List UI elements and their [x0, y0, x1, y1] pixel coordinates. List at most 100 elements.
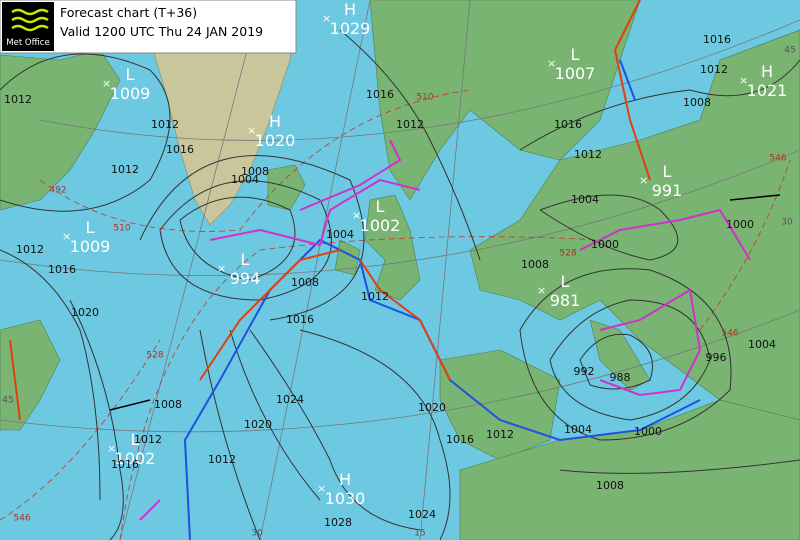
center-value: 1009: [70, 237, 111, 256]
thickness-label: 528: [146, 351, 163, 361]
isobar-label: 1000: [634, 425, 662, 438]
center-type: L: [86, 218, 95, 237]
center-cross: ×: [107, 442, 116, 455]
isobar-label: 1004: [326, 228, 354, 241]
center-type: L: [561, 272, 570, 291]
isobar-label: 1020: [244, 418, 272, 431]
isobar-label: 1004: [231, 173, 259, 186]
isobar-label: 1016: [166, 143, 194, 156]
thickness-label: 528: [559, 249, 576, 259]
isobar-label: 1012: [486, 428, 514, 441]
isobar-label: 1012: [361, 290, 389, 303]
center-cross: ×: [537, 284, 546, 297]
isobar-label: 1012: [396, 118, 424, 131]
center-cross: ×: [217, 262, 226, 275]
isobar-label: 1016: [554, 118, 582, 131]
isobar-label: 1016: [111, 458, 139, 471]
isobar-label: 1008: [291, 276, 319, 289]
thickness-label: 510: [416, 93, 433, 103]
center-type: L: [241, 250, 250, 269]
center-cross: ×: [352, 209, 361, 222]
center-type: L: [571, 45, 580, 64]
isobar-label: 1008: [521, 258, 549, 271]
thickness-label: 510: [113, 224, 130, 234]
center-type: L: [131, 430, 140, 449]
center-cross: ×: [247, 124, 256, 137]
center-cross: ×: [547, 57, 556, 70]
isobar-label: 1024: [276, 393, 304, 406]
fronts: [9, 0, 781, 540]
center-cross: ×: [639, 174, 648, 187]
center-cross: ×: [317, 482, 326, 495]
isobar-label: 1008: [683, 96, 711, 109]
center-type: H: [339, 470, 351, 489]
isobar-label: 1020: [71, 306, 99, 319]
header: Met Office Forecast chart (T+36) Valid 1…: [0, 0, 297, 54]
isobar-label: 996: [706, 351, 727, 364]
chart-title: Forecast chart (T+36): [60, 5, 197, 20]
isobar-label: 1024: [408, 508, 436, 521]
thickness-lines: [0, 89, 791, 540]
isobar-label: 1000: [726, 218, 754, 231]
isobar-label: 1004: [748, 338, 776, 351]
center-value: 1007: [555, 64, 596, 83]
center-value: 1021: [747, 81, 788, 100]
center-type: H: [761, 62, 773, 81]
grid-label: 30: [251, 529, 263, 539]
isobar-label: 1004: [571, 193, 599, 206]
isobar-label: 1016: [48, 263, 76, 276]
center-cross: ×: [62, 230, 71, 243]
isobar-label: 1016: [446, 433, 474, 446]
center-cross: ×: [322, 12, 331, 25]
isobar-label: 1016: [366, 88, 394, 101]
isobar-label: 1012: [4, 93, 32, 106]
isobar-label: 1012: [134, 433, 162, 446]
center-value: 1029: [330, 19, 371, 38]
center-value: 1002: [115, 449, 156, 468]
isobar-label: 1008: [154, 398, 182, 411]
center-type: H: [344, 0, 356, 19]
isobar-label: 1000: [591, 238, 619, 251]
center-value: 991: [652, 181, 683, 200]
isobar-label: 992: [574, 365, 595, 378]
center-type: H: [269, 112, 281, 131]
isobars: [0, 29, 800, 540]
isobar-label: 1004: [564, 423, 592, 436]
isobar-label: 988: [610, 371, 631, 384]
isobar-label: 1008: [241, 165, 269, 178]
isobar-label: 1012: [151, 118, 179, 131]
center-type: L: [376, 197, 385, 216]
isobar-label: 1008: [596, 479, 624, 492]
isobar-label: 1020: [418, 401, 446, 414]
center-value: 981: [550, 291, 581, 310]
center-value: 994: [230, 269, 261, 288]
center-type: L: [663, 162, 672, 181]
center-value: 1030: [325, 489, 366, 508]
center-value: 1009: [110, 84, 151, 103]
isobar-label: 1012: [208, 453, 236, 466]
isobar-label: 1012: [16, 243, 44, 256]
isobar-label: 1016: [286, 313, 314, 326]
center-value: 1020: [255, 131, 296, 150]
center-value: 1002: [360, 216, 401, 235]
isobar-label: 1012: [700, 63, 728, 76]
logo-waves: [11, 8, 49, 32]
isobar-label: 1016: [703, 33, 731, 46]
center-cross: ×: [102, 77, 111, 90]
valid-time: Valid 1200 UTC Thu 24 JAN 2019: [60, 24, 263, 39]
center-cross: ×: [739, 74, 748, 87]
grid-label: 45: [784, 46, 795, 56]
grid-label: 30: [781, 218, 793, 228]
center-type: L: [126, 65, 135, 84]
isobar-label: 1028: [324, 516, 352, 529]
logo-text: Met Office: [6, 38, 49, 48]
thickness-label: 546: [769, 154, 786, 164]
grid-label: 45: [2, 396, 13, 406]
thickness-label: 492: [49, 186, 66, 196]
isobar-label: 1012: [574, 148, 602, 161]
thickness-label: 546: [13, 514, 30, 524]
